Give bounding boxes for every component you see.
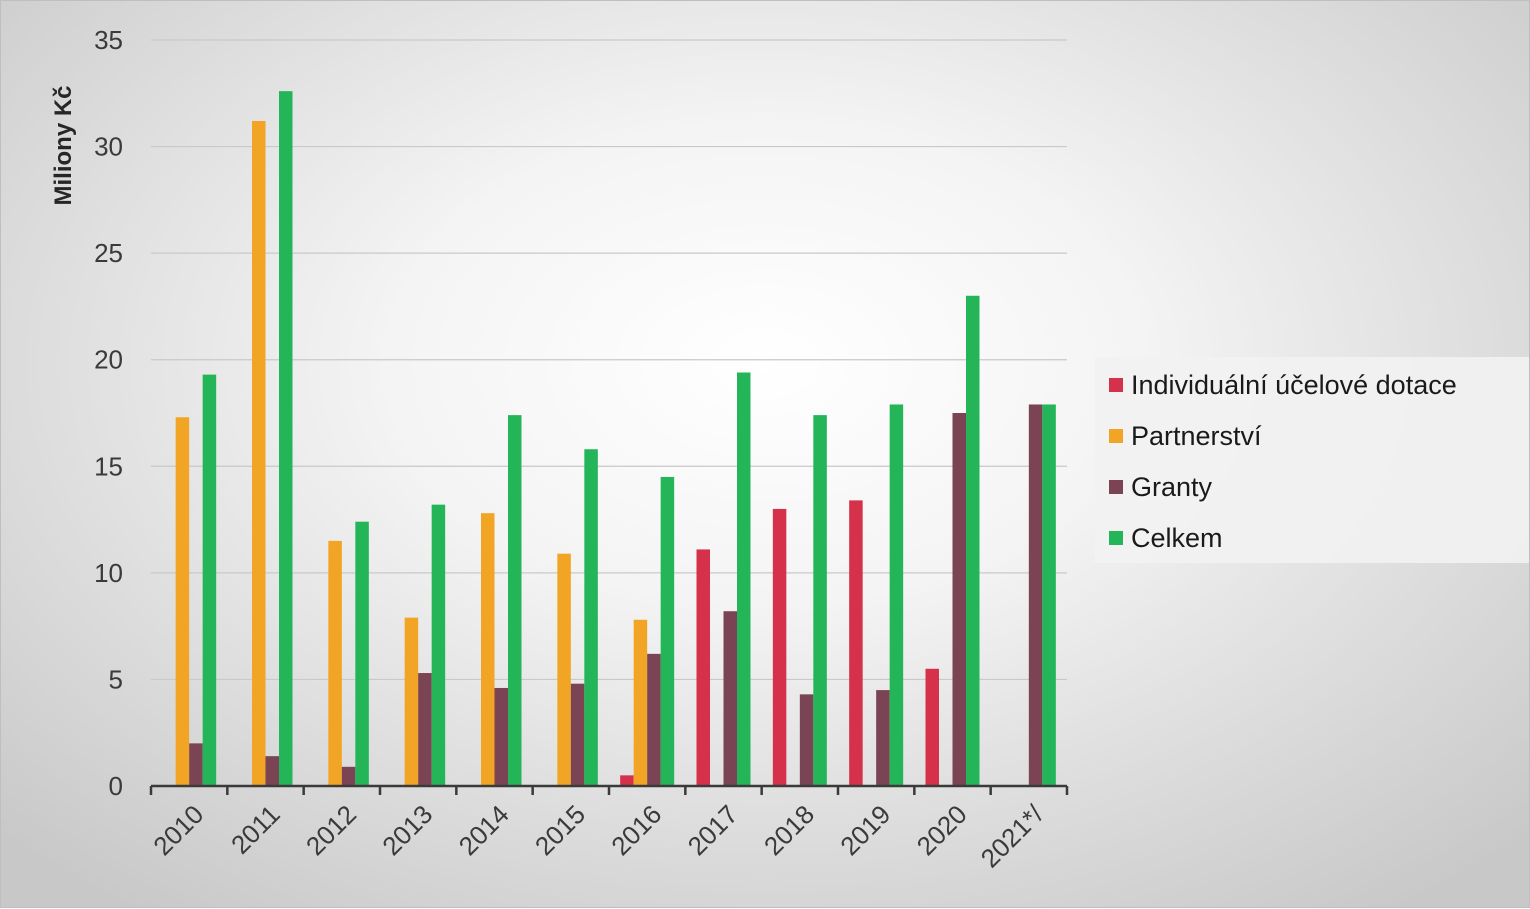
bar-partnerstv--2015	[557, 553, 571, 786]
legend-label: Individuální účelové dotace	[1131, 369, 1457, 400]
bar-partnerstv--2013	[404, 617, 419, 786]
bar-celkem-2015	[584, 449, 598, 786]
y-axis-label: Miliony Kč	[50, 85, 77, 205]
bar-celkem-2018	[813, 415, 827, 786]
y-tick-label: 5	[109, 664, 123, 694]
bar-granty-2013	[418, 673, 432, 786]
bar-celkem-2013	[431, 504, 446, 786]
bar-individu-ln-elov-dotace-2020	[925, 668, 939, 786]
bar-granty-2017	[723, 611, 737, 786]
legend-item: Granty	[1109, 467, 1212, 507]
bar-individu-ln-elov-dotace-2017	[696, 549, 710, 786]
x-tick-label: 2011	[225, 799, 286, 860]
bar-individu-ln-elov-dotace-2016	[620, 775, 634, 786]
bar-partnerstv--2011	[252, 120, 266, 787]
bar-celkem-2014	[508, 415, 522, 786]
bar-partnerstv--2016	[633, 619, 648, 786]
legend-swatch	[1109, 531, 1123, 545]
x-tick-label: 2019	[834, 799, 896, 861]
bar-individu-ln-elov-dotace-2019	[849, 500, 863, 786]
bar-individu-ln-elov-dotace-2018	[772, 508, 787, 786]
bar-granty-2014	[494, 687, 508, 786]
x-tick-label: 2021*/	[975, 798, 1050, 873]
bar-granty-2011	[265, 756, 279, 786]
legend-item: Partnerství	[1109, 416, 1262, 456]
bar-granty-2012	[341, 766, 356, 786]
bar-celkem-2021	[1042, 404, 1056, 786]
bar-granty-2010	[189, 743, 203, 786]
x-tick-label: 2015	[529, 799, 591, 861]
legend-label: Granty	[1131, 471, 1213, 502]
y-tick-label: 15	[94, 451, 123, 481]
bar-granty-2020	[952, 413, 966, 786]
y-tick-label: 35	[94, 25, 123, 55]
bar-granty-2018	[799, 694, 814, 786]
legend-label: Partnerství	[1131, 420, 1262, 451]
y-tick-label: 30	[94, 132, 123, 162]
bar-partnerstv--2014	[481, 513, 495, 786]
legend-swatch	[1109, 480, 1123, 494]
bar-granty-2021	[1028, 404, 1043, 786]
legend-item: Celkem	[1109, 518, 1223, 558]
x-tick-label: 2010	[147, 799, 209, 861]
x-tick-label: 2016	[605, 799, 667, 861]
bar-celkem-2019	[889, 404, 904, 786]
x-tick-label: 2020	[911, 799, 973, 861]
x-tick-label: 2012	[300, 799, 362, 861]
bar-granty-2015	[570, 683, 585, 786]
legend-swatch	[1109, 378, 1123, 392]
x-tick-label: 2017	[682, 799, 744, 861]
y-tick-label: 10	[94, 558, 123, 588]
legend-swatch	[1109, 429, 1123, 443]
x-tick-label: 2013	[376, 799, 438, 861]
bar-partnerstv--2012	[328, 540, 342, 786]
chart-legend: Individuální účelové dotace Partnerství Gr…	[1095, 357, 1529, 563]
legend-label: Celkem	[1131, 522, 1223, 553]
bar-partnerstv--2010	[175, 417, 190, 786]
bar-celkem-2020	[966, 295, 980, 786]
x-tick-label: 2018	[758, 799, 820, 861]
bar-celkem-2012	[355, 521, 369, 786]
bar-celkem-2016	[660, 476, 675, 786]
y-tick-label: 20	[94, 345, 123, 375]
bar-granty-2016	[647, 653, 661, 786]
bar-celkem-2011	[279, 91, 293, 786]
legend-item: Individuální účelové dotace	[1109, 365, 1457, 405]
y-tick-label: 25	[94, 238, 123, 268]
bar-celkem-2010	[202, 374, 217, 786]
bar-celkem-2017	[737, 372, 751, 786]
bar-granty-2019	[876, 690, 890, 786]
y-tick-label: 0	[109, 771, 123, 801]
x-tick-label: 2014	[453, 799, 515, 861]
